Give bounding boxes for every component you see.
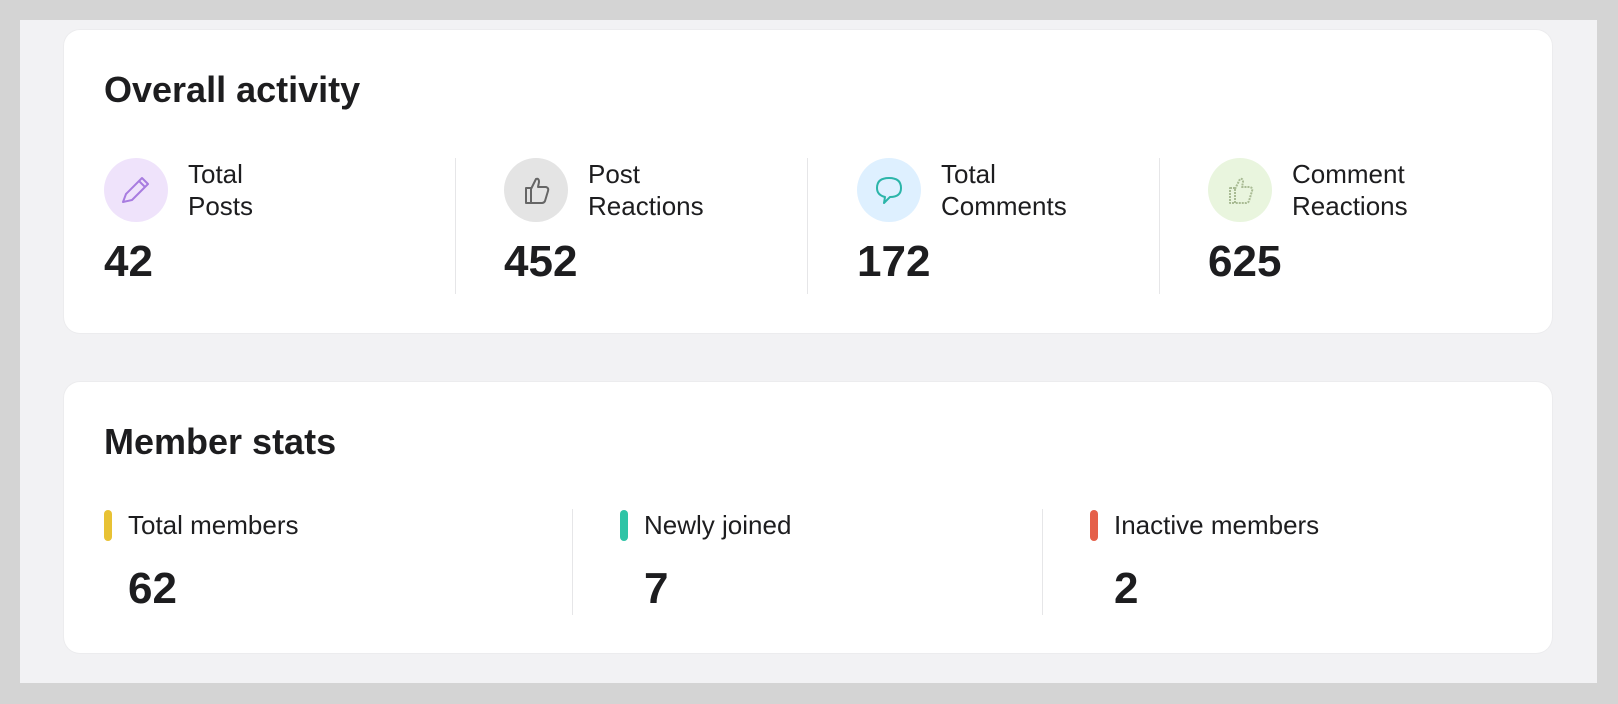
- stat: Post Reactions 452: [504, 158, 834, 294]
- stat-value: 452: [504, 237, 578, 286]
- stat-label: Comment Reactions: [1292, 159, 1408, 221]
- icon: [104, 158, 168, 222]
- card-title: Overall activity: [104, 69, 361, 110]
- member-label: Total members: [128, 510, 299, 540]
- icon: [1208, 158, 1272, 222]
- divider: [1042, 509, 1043, 615]
- color-bar: [620, 510, 628, 541]
- member-stat: Total members 62: [104, 509, 544, 615]
- member-value: 7: [644, 564, 669, 613]
- member-label: Inactive members: [1114, 510, 1320, 540]
- card-title: Member stats: [104, 421, 337, 462]
- frame: Overall activity Total Posts 42 Post Rea…: [20, 20, 1597, 683]
- activity-card: Overall activity Total Posts 42 Post Rea…: [64, 30, 1552, 333]
- stat-label: Total Posts: [188, 159, 254, 221]
- divider: [1159, 158, 1160, 294]
- stat-value: 42: [104, 237, 153, 286]
- stat-label: Total Comments: [941, 159, 1067, 221]
- stat: Total Comments 172: [857, 158, 1187, 294]
- stat: Total Posts 42: [104, 158, 434, 294]
- members-card: Member stats Total members 62 Newly join…: [64, 382, 1552, 653]
- member-stat: Inactive members 2: [1090, 509, 1530, 615]
- member-value: 2: [1114, 564, 1139, 613]
- divider: [455, 158, 456, 294]
- member-value: 62: [128, 564, 177, 613]
- stat-value: 625: [1208, 237, 1282, 286]
- color-bar: [104, 510, 112, 541]
- divider: [807, 158, 808, 294]
- divider: [572, 509, 573, 615]
- stat-value: 172: [857, 237, 931, 286]
- member-stat: Newly joined 7: [620, 509, 1060, 615]
- icon: [504, 158, 568, 222]
- stat-label: Post Reactions: [588, 159, 704, 221]
- member-label: Newly joined: [644, 510, 792, 540]
- icon: [857, 158, 921, 222]
- stat: Comment Reactions 625: [1208, 158, 1538, 294]
- color-bar: [1090, 510, 1098, 541]
